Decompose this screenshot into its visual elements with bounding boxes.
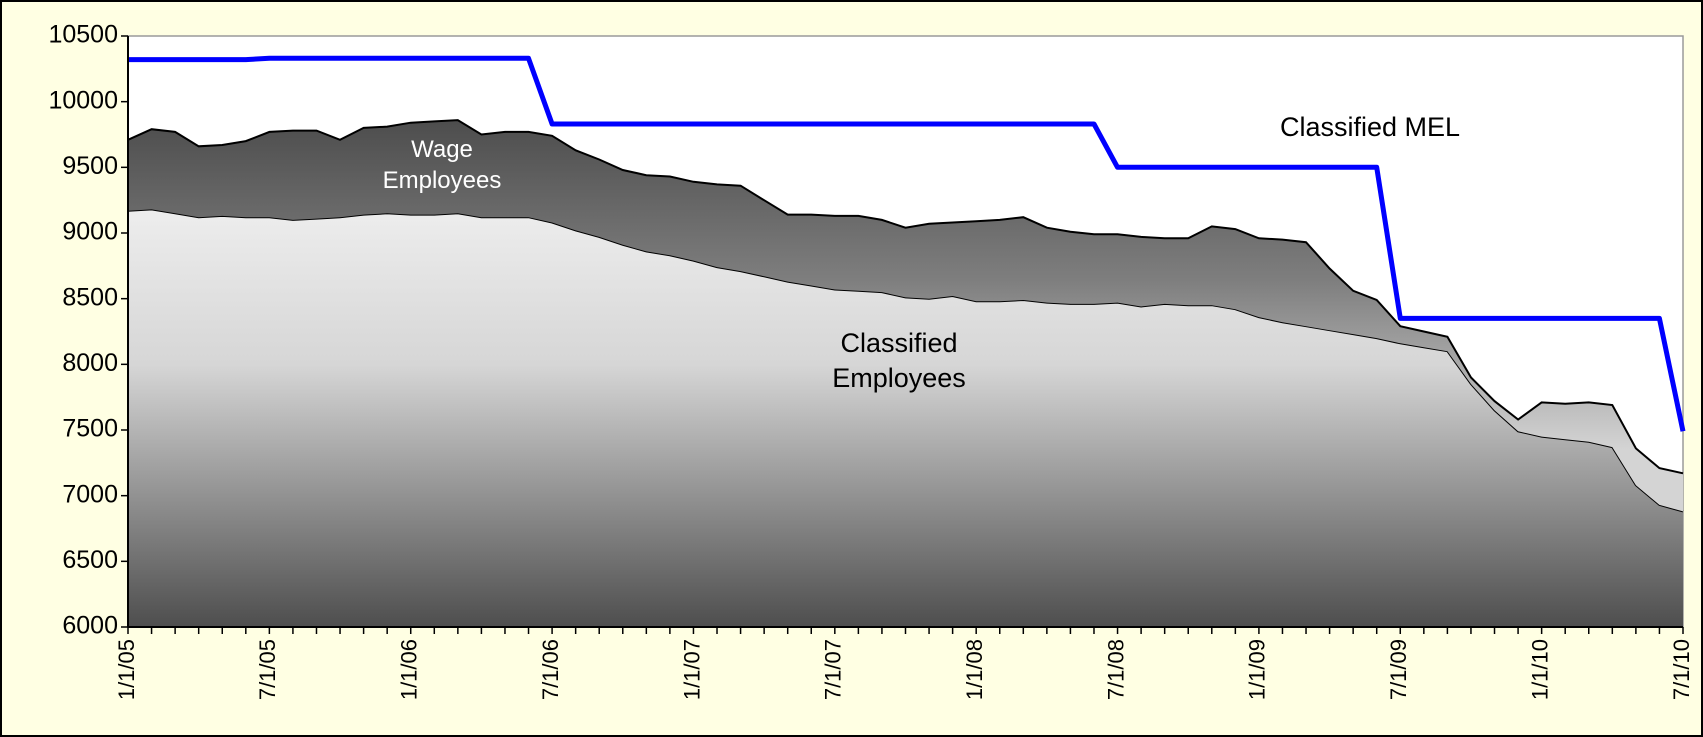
y-tick-label: 10500: [48, 21, 118, 49]
wage-label: Wage Employees: [382, 136, 502, 195]
y-tick-label: 7500: [62, 415, 118, 443]
area: [128, 120, 1683, 512]
x-tick-label: 1/1/10: [1527, 639, 1552, 700]
x-tick-label: 7/1/08: [1103, 639, 1128, 700]
x-tick-label: 7/1/07: [821, 639, 846, 700]
y-tick-label: 9000: [62, 218, 118, 246]
area: [128, 209, 1683, 627]
x-tick-label: 7/1/06: [538, 639, 563, 700]
y-tick-label: 8000: [62, 349, 118, 377]
y-tick-label: 7000: [62, 480, 118, 508]
x-tick-label: 1/1/06: [397, 639, 422, 700]
x-tick-label: 7/1/10: [1669, 639, 1694, 700]
y-tick-label: 9500: [62, 152, 118, 180]
x-tick-label: 1/1/09: [1245, 639, 1270, 700]
y-tick-label: 10000: [48, 86, 118, 114]
y-tick-label: 8500: [62, 283, 118, 311]
classified-label: Classified Employees: [832, 328, 966, 394]
area-edge: [127, 119, 1684, 475]
y-tick-label: 6500: [62, 546, 118, 574]
y-tick-label: 6000: [62, 612, 118, 640]
x-tick-label: 7/1/09: [1386, 639, 1411, 700]
x-tick-label: 1/1/08: [962, 639, 987, 700]
x-tick-label: 1/1/07: [679, 639, 704, 700]
x-tick-label: 7/1/05: [255, 639, 280, 700]
x-tick-label: 1/1/05: [114, 639, 139, 700]
mel-label: Classified MEL: [1279, 112, 1461, 142]
line: [128, 55, 1686, 432]
